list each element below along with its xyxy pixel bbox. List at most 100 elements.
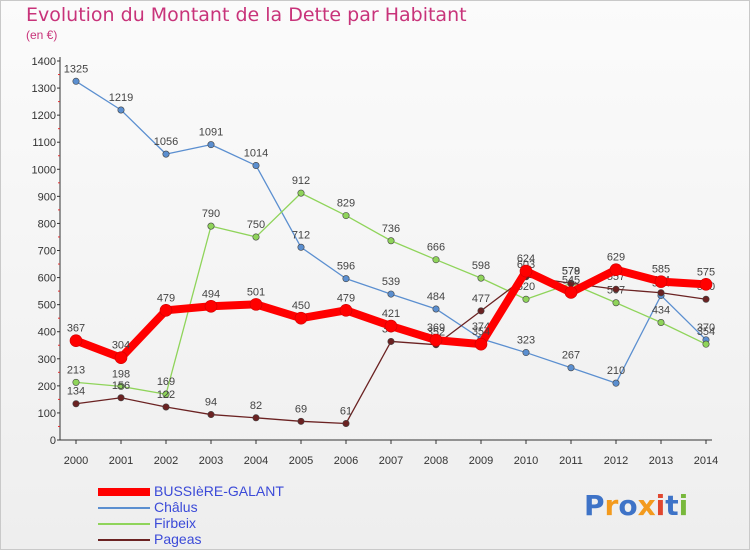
data-label: 579 [562, 265, 580, 277]
data-point [159, 304, 173, 317]
data-point [429, 333, 443, 347]
logo-letter: r [604, 489, 619, 522]
data-point [522, 349, 530, 357]
y-tick-label: 900 [38, 191, 56, 203]
data-label: 367 [67, 323, 85, 335]
data-point [294, 311, 308, 325]
data-label: 304 [112, 340, 130, 352]
data-point [249, 298, 263, 311]
data-point [387, 337, 395, 345]
data-point [612, 299, 620, 307]
data-point [699, 278, 713, 291]
data-label: 598 [472, 260, 490, 272]
data-point [252, 161, 260, 169]
data-label: 134 [67, 386, 85, 398]
data-point [432, 256, 440, 264]
data-label: 1219 [109, 92, 133, 104]
data-point [387, 290, 395, 298]
x-tick-label: 2002 [154, 455, 178, 467]
data-label: 213 [67, 364, 85, 376]
data-label: 1325 [64, 63, 88, 75]
data-point [162, 390, 170, 398]
chart-title: Evolution du Montant de la Dette par Hab… [26, 4, 467, 26]
data-point [207, 222, 215, 230]
data-point [384, 319, 398, 333]
x-tick-label: 2005 [289, 455, 313, 467]
y-tick-label: 800 [38, 218, 56, 230]
data-label: 539 [382, 276, 400, 288]
data-point [117, 382, 125, 390]
data-label: 479 [157, 292, 175, 304]
data-point [567, 364, 575, 372]
x-tick-label: 2001 [109, 455, 133, 467]
data-label: 369 [427, 322, 445, 334]
y-tick-label: 1000 [32, 164, 56, 176]
data-point [297, 417, 305, 425]
data-label: 122 [157, 389, 175, 401]
x-tick-label: 2014 [694, 455, 718, 467]
proxiti-logo: Proxiti [584, 489, 688, 522]
data-point [702, 295, 710, 303]
logo-letter: i [655, 489, 666, 522]
data-label: 479 [337, 292, 355, 304]
x-tick-label: 2010 [514, 455, 538, 467]
data-label: 94 [205, 397, 217, 409]
data-point [657, 319, 665, 327]
data-label: 1014 [244, 147, 268, 159]
y-tick-label: 700 [38, 246, 56, 258]
data-label: 169 [157, 376, 175, 388]
y-tick-label: 0 [50, 435, 56, 447]
data-label: 578 [562, 266, 580, 278]
data-label: 750 [247, 219, 265, 231]
x-tick-label: 2003 [199, 455, 223, 467]
y-tick-label: 300 [38, 354, 56, 366]
data-point [387, 237, 395, 245]
data-label: 790 [202, 208, 220, 220]
data-point [342, 419, 350, 427]
data-point [612, 379, 620, 387]
data-label: 494 [202, 288, 220, 300]
data-label: 624 [517, 253, 535, 265]
data-point [477, 274, 485, 282]
data-point [117, 394, 125, 402]
data-point [72, 400, 80, 408]
legend-item: Pageas [98, 531, 418, 548]
x-tick-label: 2008 [424, 455, 448, 467]
data-label: 61 [340, 405, 352, 417]
legend: BUSSIèRE-GALANT Châlus Firbeix Pageas [98, 483, 418, 548]
data-point [657, 289, 665, 297]
data-point [297, 243, 305, 251]
x-tick-label: 2011 [559, 455, 583, 467]
legend-swatch [98, 507, 150, 509]
data-label: 596 [337, 261, 355, 273]
x-tick-label: 2004 [244, 455, 268, 467]
data-label: 1056 [154, 136, 178, 148]
data-point [72, 378, 80, 386]
data-label: 156 [112, 380, 130, 392]
data-label: 1091 [199, 127, 223, 139]
y-tick-label: 1200 [32, 110, 56, 122]
x-tick-label: 2013 [649, 455, 673, 467]
data-point [474, 337, 488, 351]
x-tick-label: 2006 [334, 455, 358, 467]
data-point [522, 295, 530, 303]
data-point [654, 275, 668, 288]
legend-swatch [98, 488, 150, 496]
legend-swatch [98, 539, 150, 541]
data-label: 477 [472, 293, 490, 305]
data-label: 736 [382, 223, 400, 235]
x-tick-label: 2009 [469, 455, 493, 467]
data-label: 629 [607, 252, 625, 264]
data-label: 370 [697, 322, 715, 334]
data-point [432, 305, 440, 313]
data-point [117, 106, 125, 114]
data-point [609, 263, 623, 277]
legend-item: Firbeix [98, 515, 418, 532]
x-tick-label: 2012 [604, 455, 628, 467]
legend-label: Firbeix [154, 515, 197, 531]
data-point [204, 299, 218, 313]
data-point [564, 286, 578, 299]
data-point [72, 77, 80, 85]
data-point [207, 411, 215, 419]
data-point [69, 334, 83, 347]
